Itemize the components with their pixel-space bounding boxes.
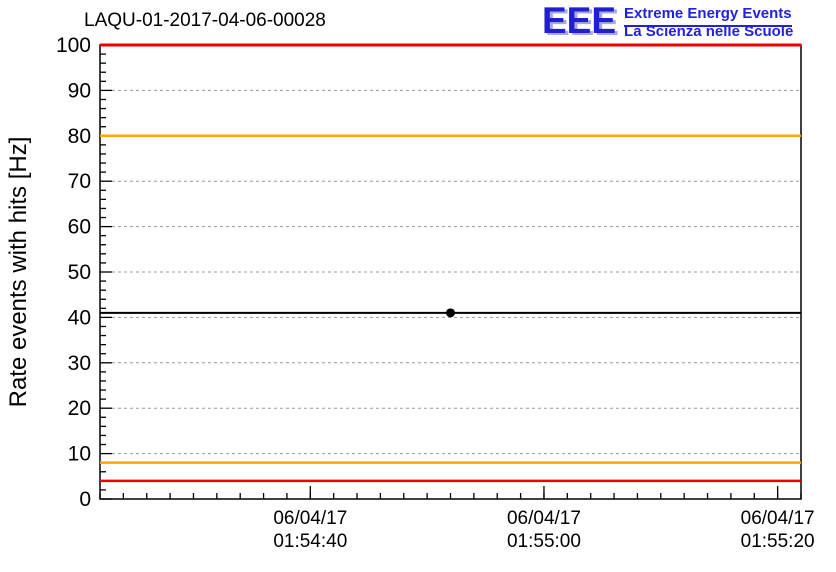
eee-logo: EEE Extreme Energy Events La Scienza nel… xyxy=(542,0,836,41)
svg-text:90: 90 xyxy=(68,79,91,102)
plot-title: LAQU-01-2017-04-06-00028 xyxy=(84,10,326,31)
svg-text:20: 20 xyxy=(68,397,91,420)
x-axis-tick-labels: 06/04/1701:54:4006/04/1701:55:0006/04/17… xyxy=(273,508,814,552)
svg-text:01:55:00: 01:55:00 xyxy=(507,531,581,552)
svg-text:30: 30 xyxy=(68,352,91,375)
svg-text:60: 60 xyxy=(68,216,91,239)
svg-text:0: 0 xyxy=(79,488,91,511)
eee-logo-line2: La Scienza nelle Scuole xyxy=(624,23,794,40)
svg-text:01:54:40: 01:54:40 xyxy=(273,531,347,552)
y-axis-title: Rate events with hits [Hz] xyxy=(5,137,32,408)
eee-logo-acronym: EEE xyxy=(542,0,617,41)
svg-text:50: 50 xyxy=(68,261,91,284)
y-axis-ticks xyxy=(100,44,112,500)
svg-text:70: 70 xyxy=(68,170,91,193)
svg-text:06/04/17: 06/04/17 xyxy=(741,508,815,529)
svg-text:40: 40 xyxy=(68,306,91,329)
svg-text:80: 80 xyxy=(68,125,91,148)
svg-text:01:55:20: 01:55:20 xyxy=(741,531,815,552)
svg-text:06/04/17: 06/04/17 xyxy=(273,508,347,529)
y-axis-tick-labels: 0 10 20 30 40 50 60 70 80 90 100 xyxy=(56,34,91,511)
run-rate-point xyxy=(446,308,455,318)
svg-text:100: 100 xyxy=(56,34,91,57)
eee-logo-line1: Extreme Energy Events xyxy=(624,5,792,27)
x-axis-ticks xyxy=(99,486,802,499)
grid-lines xyxy=(100,89,801,455)
eee-logo-text: Extreme Energy Events La Scienza nelle S… xyxy=(624,3,836,41)
svg-text:10: 10 xyxy=(68,443,91,466)
threshold-lines xyxy=(100,43,801,483)
svg-text:06/04/17: 06/04/17 xyxy=(507,508,581,529)
